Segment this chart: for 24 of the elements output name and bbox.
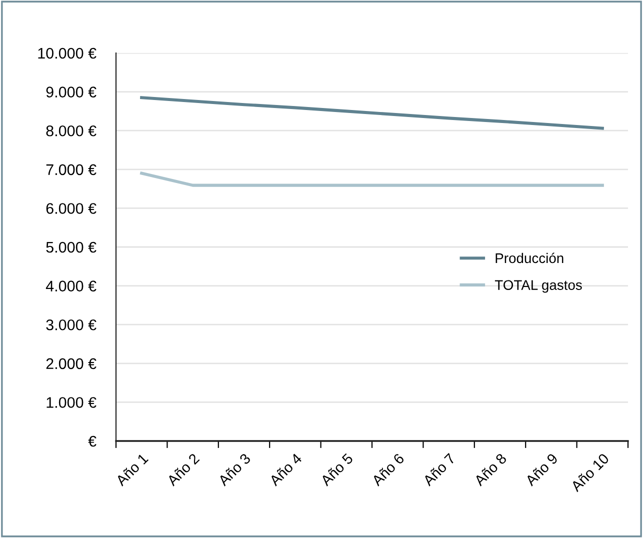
y-tick-label: 4.000 € <box>46 280 96 292</box>
x-tick-label: Año 9 <box>524 452 558 487</box>
y-tick-label: 1.000 € <box>46 397 96 408</box>
x-tick-label: Año 2 <box>166 452 200 487</box>
legend-label: TOTAL gastos <box>494 280 582 293</box>
x-tick-label: Año 6 <box>370 452 405 487</box>
legend-label: Producción <box>496 252 564 264</box>
y-tick-label: 2.000 € <box>46 358 96 370</box>
line-series <box>140 96 604 130</box>
y-tick-label: 9.000 € <box>46 86 96 98</box>
x-tick-label: Año 3 <box>217 452 252 487</box>
y-tick-label: 10.000 € <box>38 48 96 59</box>
x-tick-label: Año 4 <box>268 452 302 487</box>
x-tick-label: Año 5 <box>320 452 354 487</box>
y-tick-label: € <box>88 436 96 447</box>
y-tick-label: 6.000 € <box>46 203 96 214</box>
y-tick-label: 5.000 € <box>46 242 96 253</box>
x-tick-label: Año 1 <box>114 452 149 487</box>
x-tick-label: Año 8 <box>473 452 508 487</box>
y-tick-label: 8.000 € <box>46 125 96 136</box>
y-tick-label: 3.000 € <box>46 319 96 330</box>
y-tick-label: 7.000 € <box>46 164 96 176</box>
x-tick-label: Año 10 <box>570 452 610 492</box>
x-tick-label: Año 7 <box>422 452 456 487</box>
